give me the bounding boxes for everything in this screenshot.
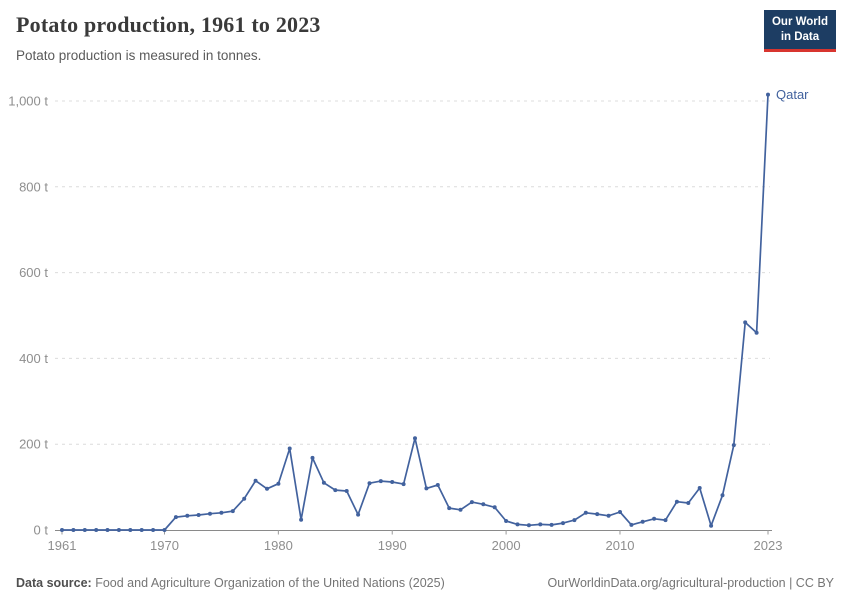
x-tick-label: 2010 [606,538,635,553]
x-tick-label: 1990 [378,538,407,553]
data-point[interactable] [378,479,383,484]
data-point[interactable] [208,511,212,516]
data-point[interactable] [469,500,474,505]
data-point[interactable] [139,528,144,532]
data-point[interactable] [583,510,588,515]
footer-credit-link[interactable]: OurWorldinData.org/agricultural-producti… [547,576,834,590]
chart-subtitle: Potato production is measured in tonnes. [16,48,262,63]
data-point[interactable] [276,481,281,486]
data-point[interactable] [606,513,611,518]
data-point[interactable] [105,528,110,532]
y-tick-label: 400 t [19,351,48,366]
x-tick-label: 2023 [754,538,783,553]
data-point[interactable] [743,320,748,325]
y-tick-label: 200 t [19,437,48,452]
data-point[interactable] [731,443,736,448]
x-tick-label: 2000 [492,538,521,553]
data-point[interactable] [82,528,87,532]
data-point[interactable] [526,523,531,528]
data-point[interactable] [401,482,406,487]
data-point[interactable] [504,519,509,523]
owid-logo[interactable]: Our World in Data [763,10,836,52]
data-point[interactable] [230,509,235,514]
data-point[interactable] [173,515,178,520]
data-point[interactable] [652,516,657,521]
data-point[interactable] [310,455,315,460]
entity-label[interactable]: Qatar [776,87,809,102]
data-point[interactable] [413,436,417,441]
y-tick-label: 600 t [19,265,48,280]
data-point[interactable] [629,522,634,527]
x-tick-label: 1980 [264,538,293,553]
data-point[interactable] [356,512,361,517]
data-point[interactable] [185,513,190,518]
data-point[interactable] [515,522,520,527]
data-source-label: Data source: [16,576,92,590]
data-point[interactable] [538,522,543,527]
chart-footer: Data source: Food and Agriculture Organi… [16,576,834,590]
data-point[interactable] [367,481,372,486]
data-source-text: Food and Agriculture Organization of the… [95,576,445,590]
data-point[interactable] [242,496,247,501]
x-tick-label: 1961 [48,538,77,553]
data-point[interactable] [265,486,269,491]
data-point[interactable] [333,488,338,493]
data-point[interactable] [321,480,326,485]
data-point[interactable] [674,499,679,504]
data-point[interactable] [481,502,486,507]
data-point[interactable] [686,501,691,505]
data-point[interactable] [492,505,497,510]
data-point[interactable] [766,92,770,97]
data-point[interactable] [572,518,577,523]
data-point[interactable] [754,330,759,335]
data-point[interactable] [128,528,133,532]
data-point[interactable] [549,522,554,527]
y-tick-label: 0 t [34,523,49,538]
x-tick-label: 1970 [150,538,179,553]
data-point[interactable] [390,480,395,484]
data-point[interactable] [151,528,156,532]
data-point[interactable] [253,478,258,483]
data-point[interactable] [60,528,64,532]
data-point[interactable] [71,528,76,532]
owid-logo-line1: Our World [771,16,828,28]
data-point[interactable] [116,528,121,532]
data-point[interactable] [287,446,292,451]
y-tick-label: 800 t [19,179,48,194]
data-point[interactable] [196,513,201,517]
page-title: Potato production, 1961 to 2023 [16,12,321,37]
y-tick-label: 1,000 t [8,94,48,109]
data-point[interactable] [447,506,452,511]
data-point[interactable] [720,493,725,498]
data-point[interactable] [435,483,440,487]
data-point[interactable] [162,528,167,532]
data-point[interactable] [299,517,304,522]
data-point[interactable] [344,489,349,493]
data-point[interactable] [618,510,622,514]
data-point[interactable] [709,523,714,528]
data-point[interactable] [697,486,702,490]
owid-logo-line2: in Data [780,30,820,43]
data-source: Data source: Food and Agriculture Organi… [16,576,445,590]
data-point[interactable] [561,521,565,526]
data-point[interactable] [458,507,463,512]
data-point[interactable] [595,512,600,517]
data-point[interactable] [663,518,668,523]
data-point[interactable] [219,510,224,515]
data-line[interactable] [61,93,769,531]
data-point[interactable] [424,486,429,491]
data-point[interactable] [640,519,645,524]
data-point[interactable] [94,528,99,532]
